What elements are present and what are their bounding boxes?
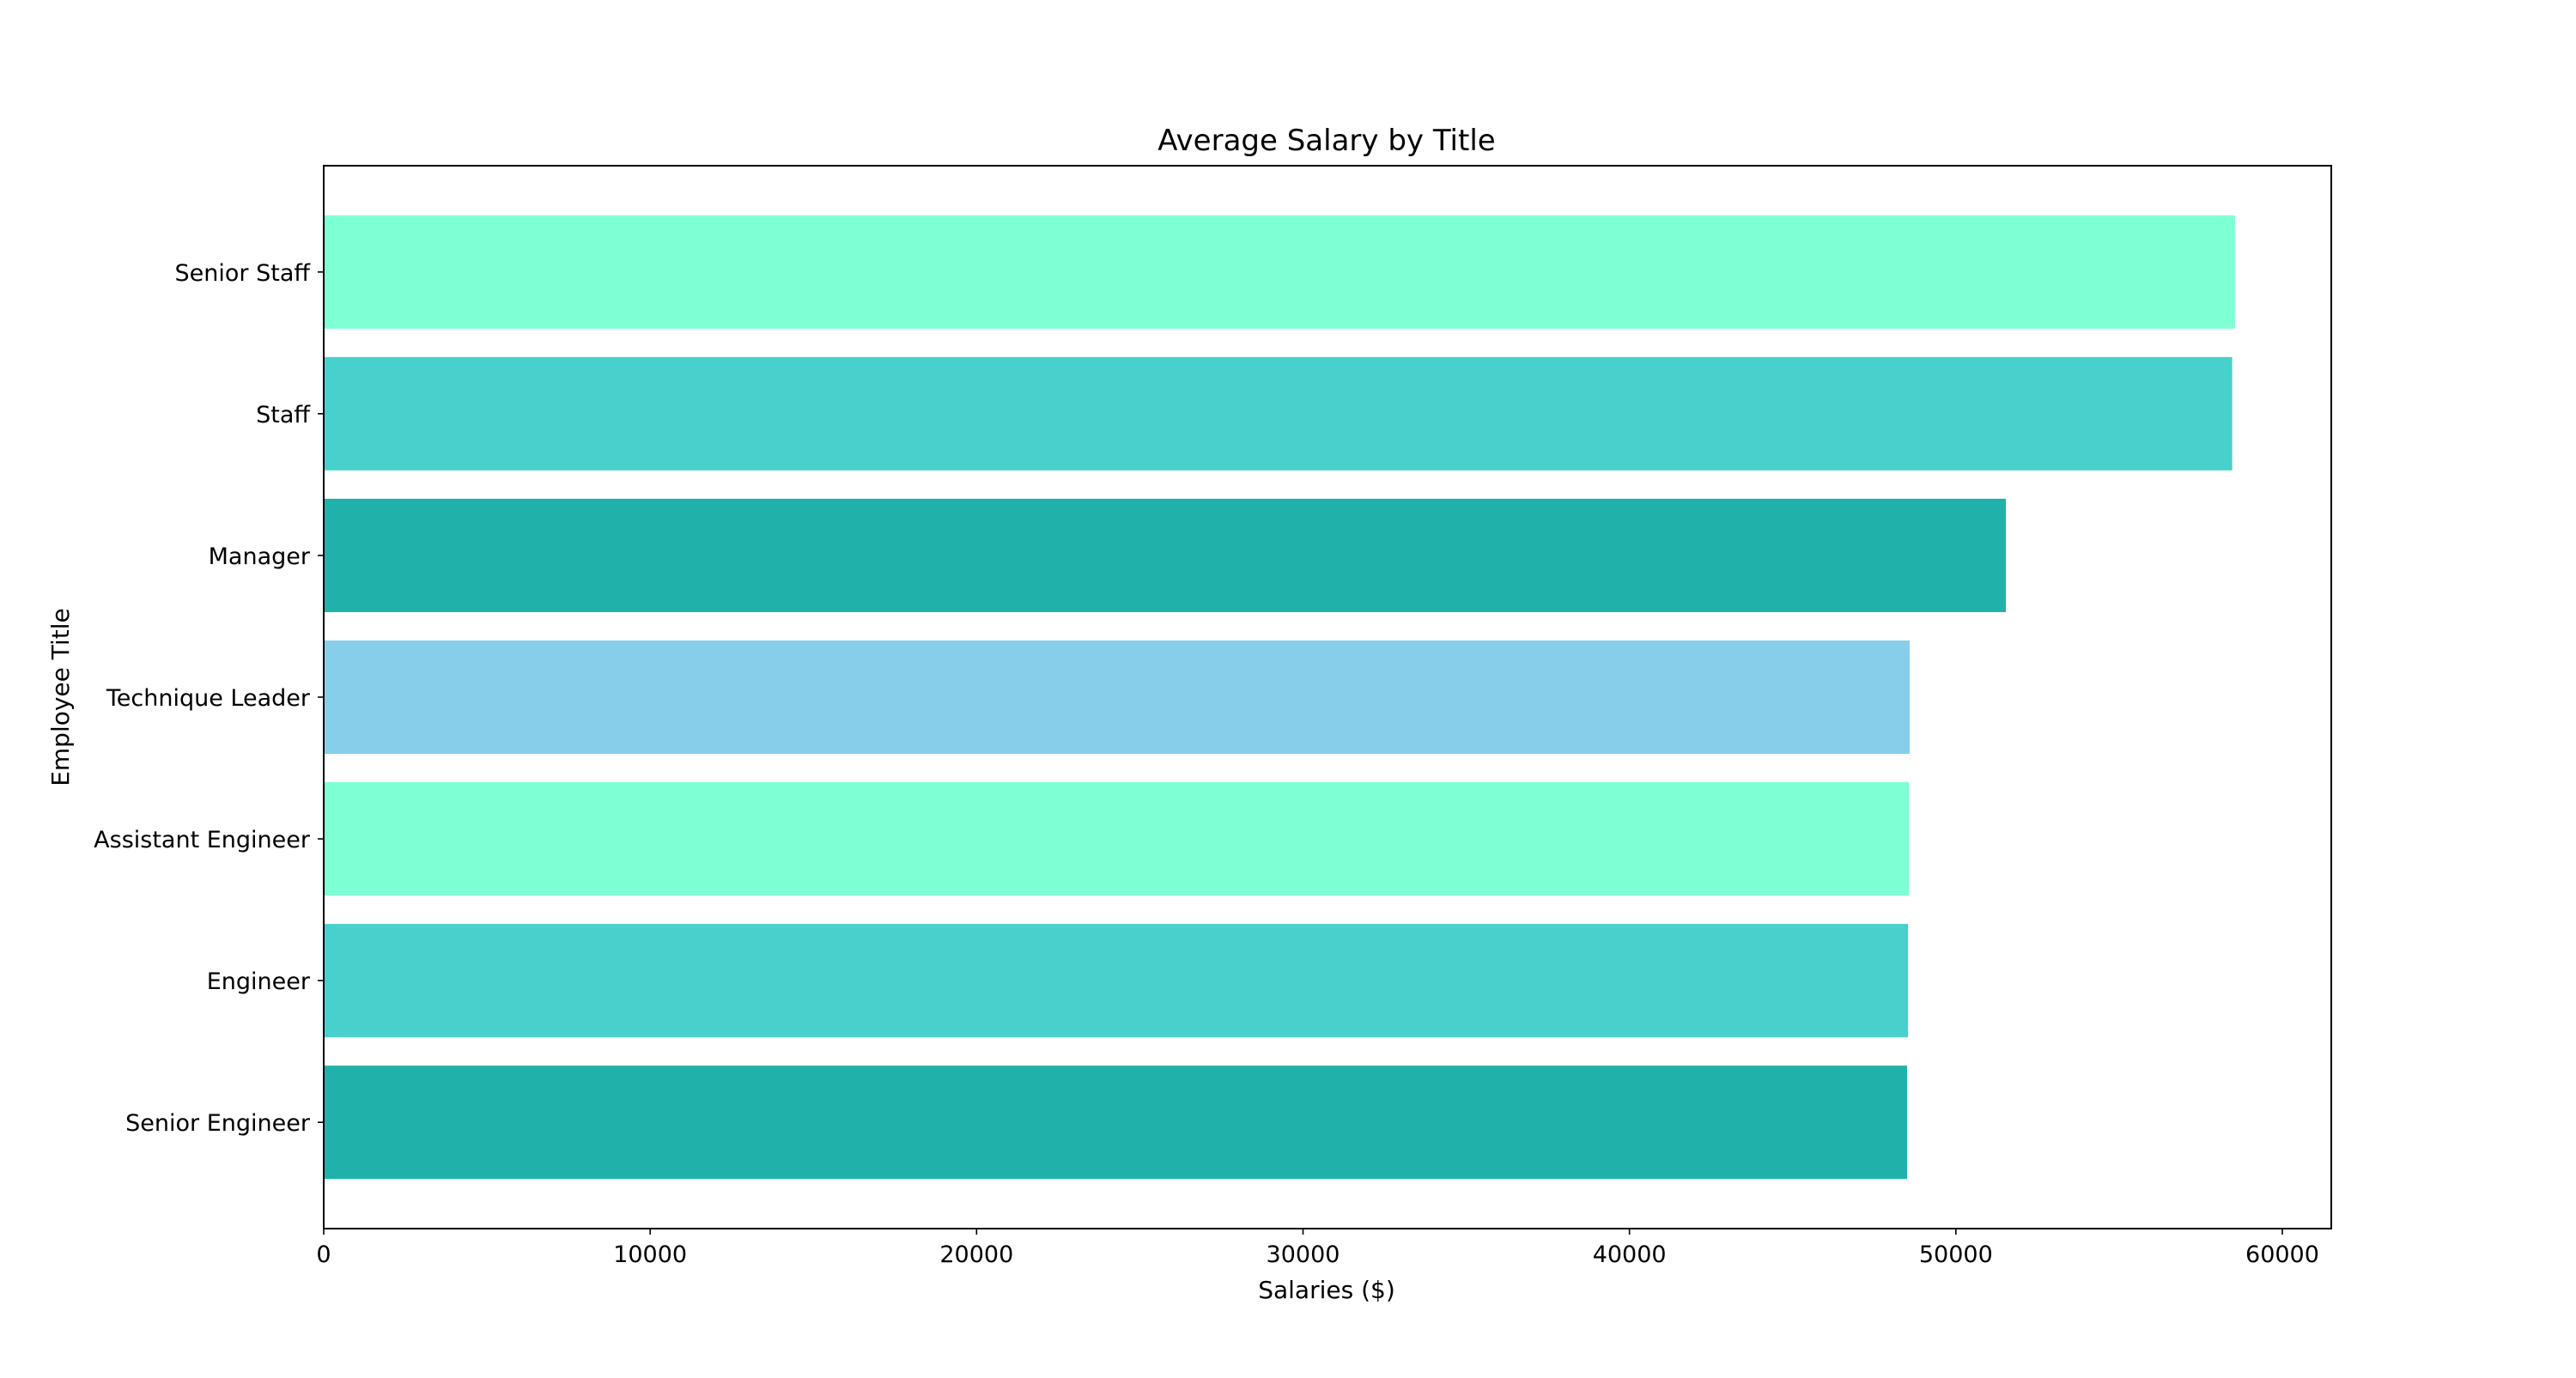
plot-frame xyxy=(323,165,2332,1229)
bar-technique-leader xyxy=(324,640,1910,755)
x-tick-label: 60000 xyxy=(2245,1241,2319,1268)
y-tick-label: Senior Engineer xyxy=(125,1110,311,1137)
x-tick-label: 40000 xyxy=(1593,1241,1667,1268)
bars-layer xyxy=(324,215,2235,1180)
y-tick-label: Assistant Engineer xyxy=(94,827,311,853)
bar-staff xyxy=(324,356,2233,470)
x-tick-label: 10000 xyxy=(613,1241,687,1268)
bar-manager xyxy=(324,498,2007,612)
x-tick-label: 30000 xyxy=(1267,1241,1340,1268)
y-tick-label: Technique Leader xyxy=(106,685,311,712)
ticks-layer: Senior Engineer Engineer Assistant Enginee… xyxy=(94,260,2319,1268)
bar-senior-staff xyxy=(324,215,2235,329)
y-tick-label: Engineer xyxy=(207,968,311,995)
bar-engineer xyxy=(324,924,1909,1038)
x-axis-label: Salaries ($) xyxy=(1258,1276,1395,1304)
y-tick-label: Manager xyxy=(209,543,311,570)
x-tick-label: 50000 xyxy=(1919,1241,1993,1268)
bar-assistant-engineer xyxy=(324,782,1910,896)
y-axis-label: Employee Title xyxy=(46,608,75,786)
y-tick-label: Staff xyxy=(256,402,311,428)
x-tick-label: 0 xyxy=(316,1241,331,1268)
bar-senior-engineer xyxy=(324,1065,1908,1180)
y-tick-label: Senior Staff xyxy=(175,260,312,287)
chart-title: Average Salary by Title xyxy=(1157,124,1495,158)
x-tick-label: 20000 xyxy=(939,1241,1013,1268)
